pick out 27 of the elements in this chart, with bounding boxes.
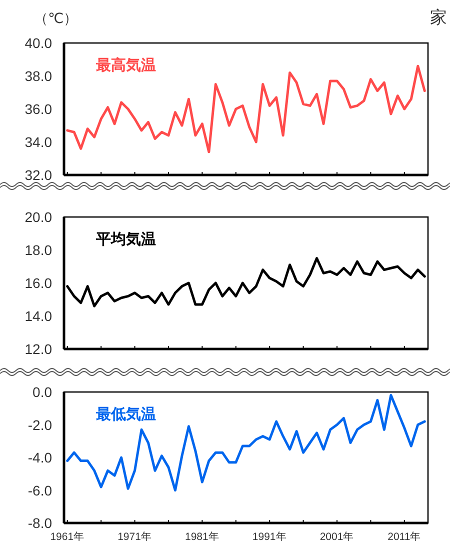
line-series	[66, 394, 426, 492]
x-tick-label: 2001年	[320, 531, 354, 541]
y-tick-label: 36.0	[24, 101, 52, 117]
y-tick-label: 0.0	[32, 384, 52, 400]
y-tick-label: 40.0	[24, 35, 52, 51]
y-tick-label: 34.0	[24, 134, 52, 150]
text: 平均気温	[95, 231, 156, 248]
y-tick-label: 14.0	[24, 308, 52, 324]
x-tick-label: 2011年	[388, 531, 422, 541]
y-tick-label: -8.0	[28, 515, 52, 531]
y-tick-label: 20.0	[24, 209, 52, 225]
y-tick-label: 32.0	[24, 167, 52, 183]
x-tick-label: 1971年	[118, 531, 152, 541]
x-tick-label: 1991年	[252, 531, 287, 541]
x-tick-label: 1961年	[50, 531, 85, 541]
y-tick-label: 12.0	[24, 341, 52, 357]
series-label: 最低気温	[95, 406, 156, 423]
y-tick-label: 18.0	[24, 242, 52, 258]
y-tick-label: -4.0	[28, 450, 52, 466]
text: 家	[430, 8, 447, 27]
y-tick-label: -6.0	[28, 482, 52, 498]
y-tick-label: 16.0	[24, 275, 52, 291]
y-tick-label: -2.0	[28, 416, 52, 433]
text: 最高気温	[95, 56, 156, 74]
x-tick-label: 1981年	[185, 531, 220, 541]
y-axis-title: （℃）	[34, 10, 78, 26]
y-tick-label: 38.0	[24, 68, 52, 84]
